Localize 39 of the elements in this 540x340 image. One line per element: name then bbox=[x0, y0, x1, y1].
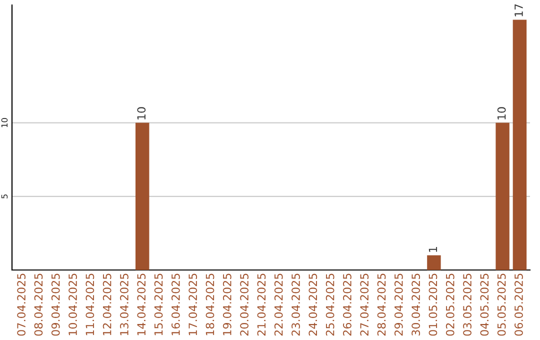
data-label: 17 bbox=[514, 4, 523, 16]
x-tick-label: 04.05.2025 bbox=[480, 274, 489, 336]
x-tick-label: 05.05.2025 bbox=[497, 274, 506, 336]
x-tick-label: 13.04.2025 bbox=[120, 274, 128, 336]
data-label: 1 bbox=[428, 247, 438, 252]
bar bbox=[496, 122, 510, 270]
x-tick-label: 28.04.2025 bbox=[377, 274, 386, 336]
data-label: 10 bbox=[497, 107, 506, 120]
x-tick-label: 12.04.2025 bbox=[102, 274, 112, 336]
x-tick-label: 22.04.2025 bbox=[274, 274, 283, 336]
x-tick-label: 11.04.2025 bbox=[86, 274, 94, 336]
y-tick-label: 5 bbox=[1, 194, 8, 198]
x-tick-label: 27.04.2025 bbox=[360, 274, 369, 336]
bar bbox=[427, 255, 441, 270]
x-tick-label: 26.04.2025 bbox=[343, 274, 352, 336]
x-tick-label: 30.04.2025 bbox=[412, 274, 420, 336]
x-tick-label: 24.04.2025 bbox=[308, 274, 318, 336]
x-tick-label: 01.05.2025 bbox=[428, 274, 438, 336]
data-label: 10 bbox=[137, 107, 146, 120]
x-tick-label: 02.05.2025 bbox=[446, 274, 454, 336]
x-tick-label: 08.04.2025 bbox=[34, 274, 43, 336]
x-tick-label: 19.04.2025 bbox=[222, 274, 232, 336]
x-tick-label: 07.04.2025 bbox=[17, 274, 26, 336]
x-tick-label: 29.04.2025 bbox=[394, 274, 403, 336]
bar bbox=[135, 122, 150, 270]
x-tick-label: 16.04.2025 bbox=[171, 274, 180, 336]
x-tick-label: 14.04.2025 bbox=[137, 274, 146, 336]
x-tick-label: 10.04.2025 bbox=[68, 274, 77, 336]
x-tick-label: 20.04.2025 bbox=[240, 274, 248, 336]
x-tick-label: 17.04.2025 bbox=[188, 274, 198, 336]
x-tick-label: 25.04.2025 bbox=[326, 274, 334, 336]
x-tick-label: 21.04.2025 bbox=[257, 274, 266, 336]
bar bbox=[512, 20, 527, 270]
x-tick-label: 15.04.2025 bbox=[154, 274, 163, 336]
x-tick-label: 09.04.2025 bbox=[51, 274, 60, 336]
x-tick-label: 23.04.2025 bbox=[292, 274, 300, 336]
x-tick-label: 18.04.2025 bbox=[206, 274, 214, 336]
x-tick-label: 03.05.2025 bbox=[463, 274, 472, 336]
x-tick-label: 06.05.2025 bbox=[514, 274, 523, 336]
